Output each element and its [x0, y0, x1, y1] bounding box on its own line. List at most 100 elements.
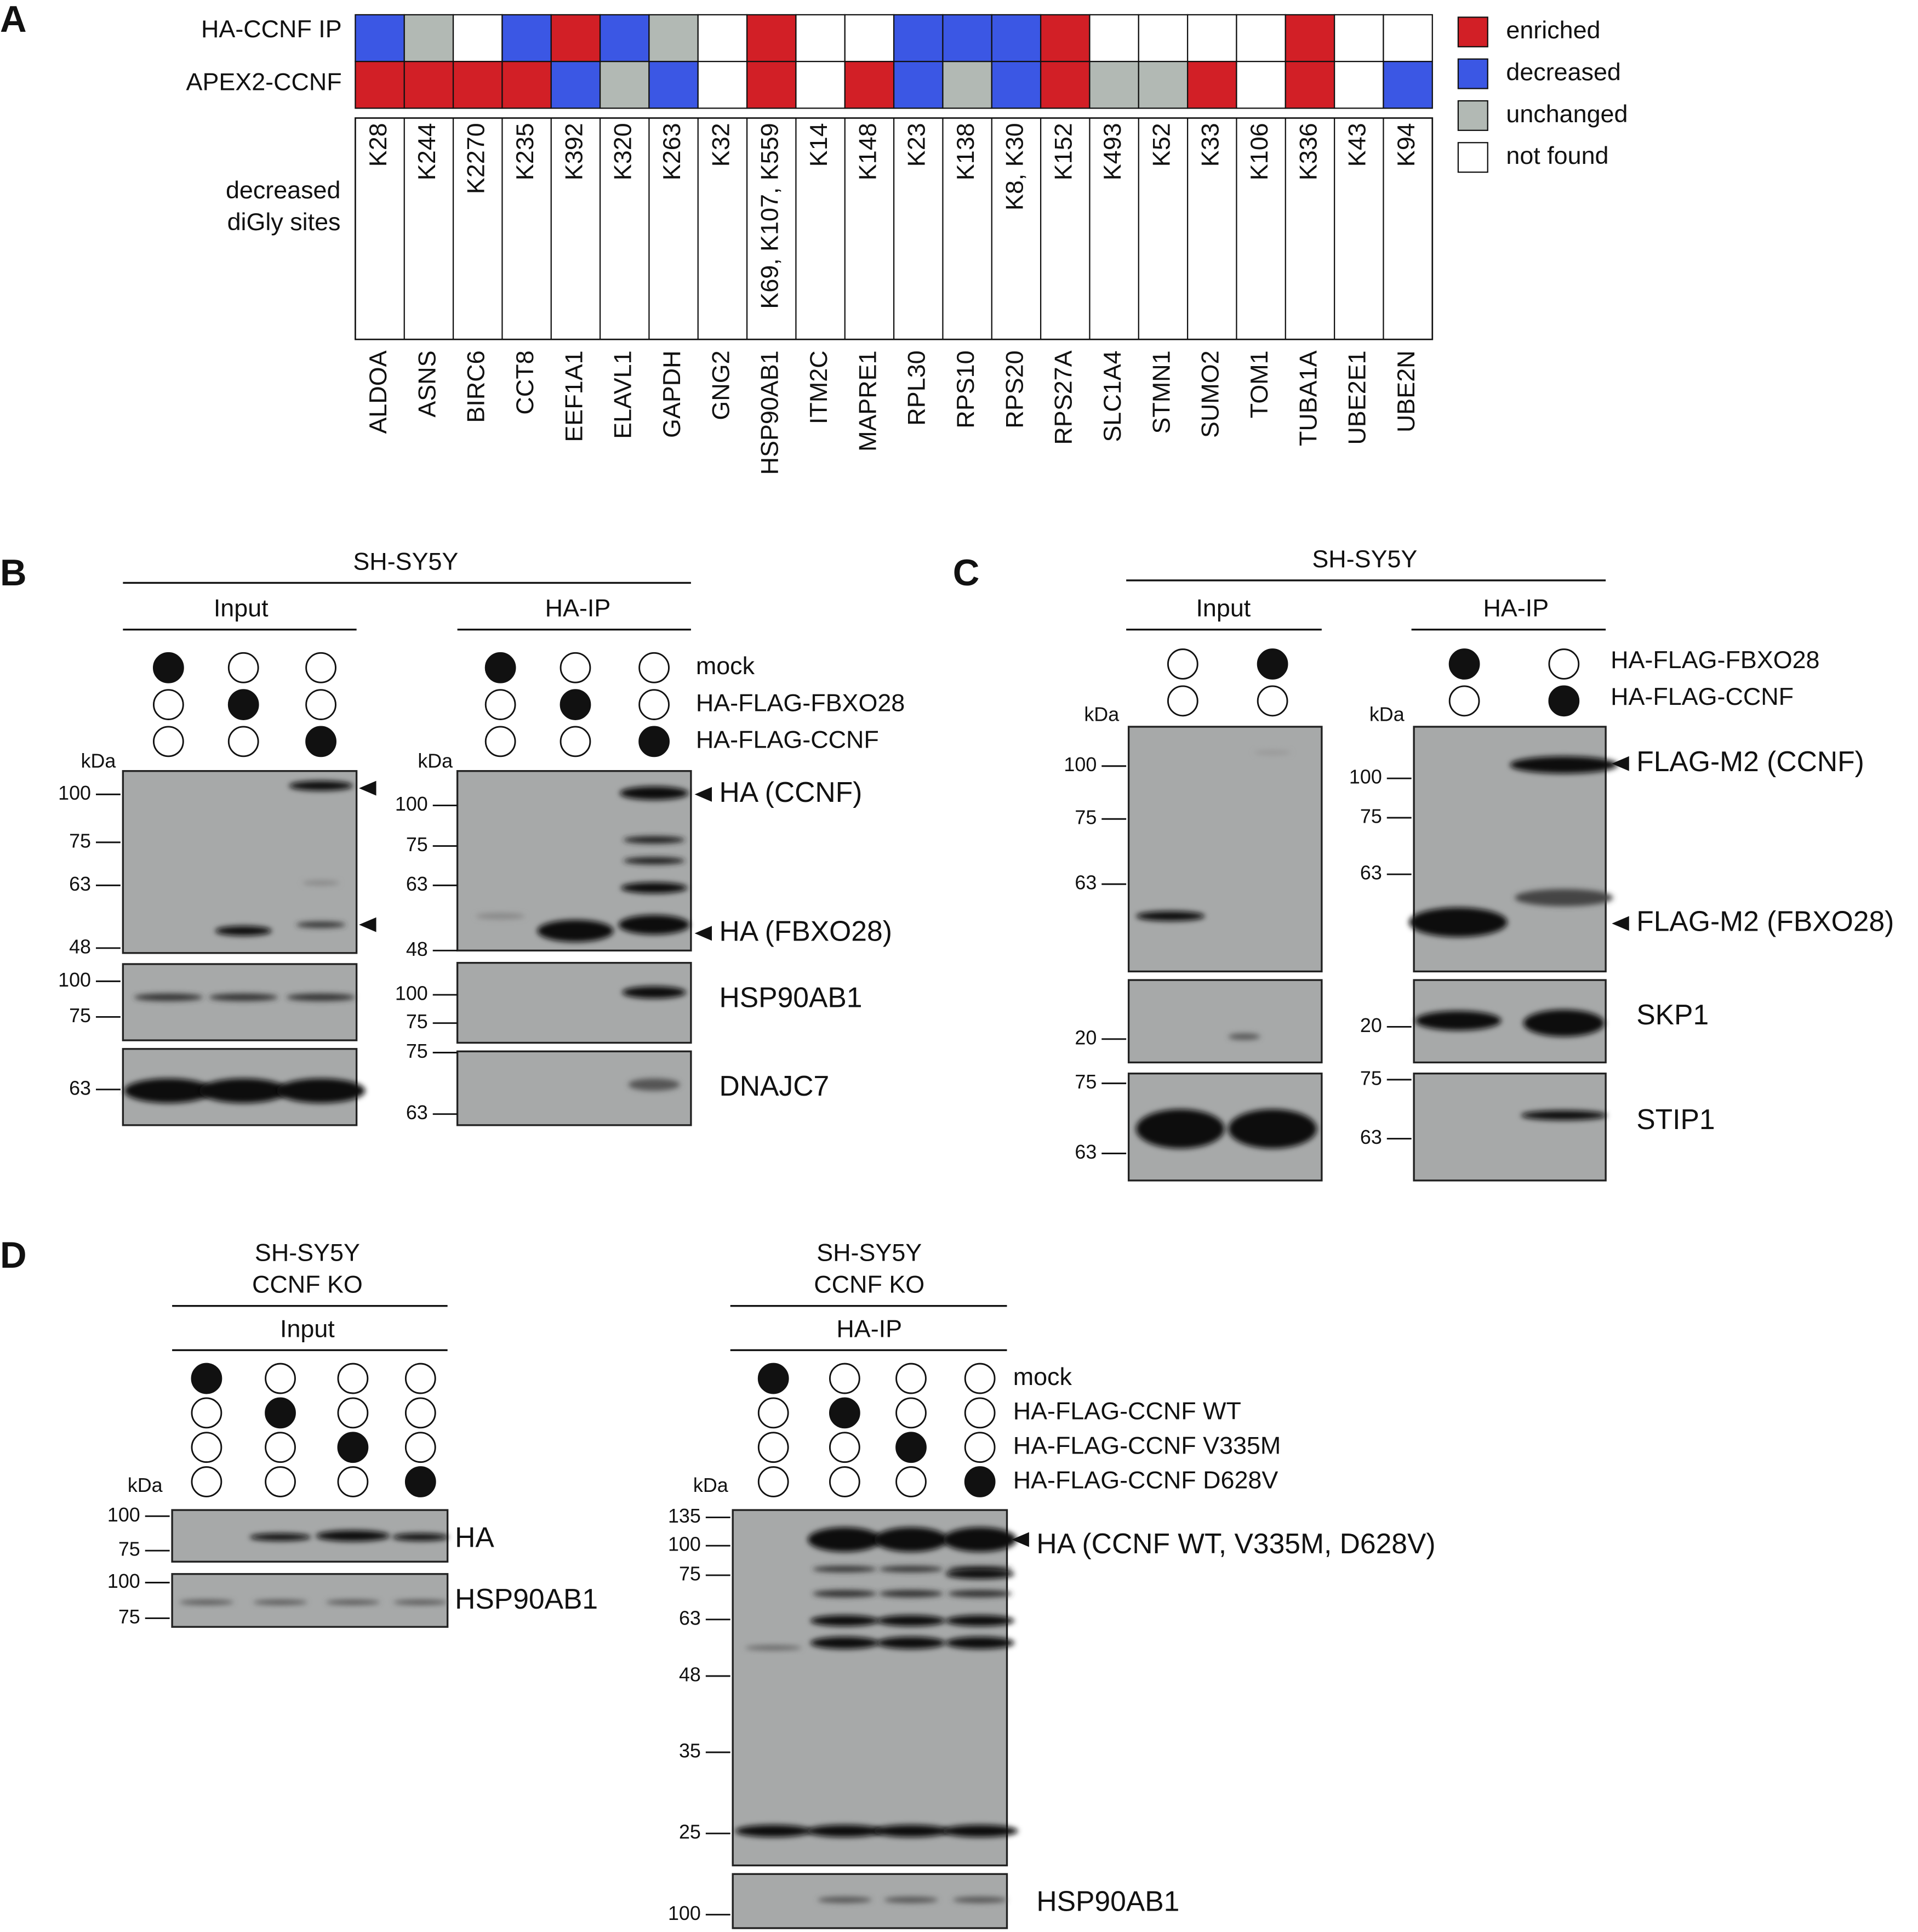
- heatmap-cell: [1040, 14, 1091, 62]
- band: [947, 1589, 1012, 1598]
- band: [215, 926, 272, 936]
- band: [618, 915, 690, 935]
- condition-dot: [895, 1432, 927, 1463]
- kda-marker: 75: [679, 1563, 701, 1585]
- protein-label: GAPDH: [658, 350, 686, 438]
- band: [813, 1589, 877, 1598]
- band: [296, 921, 346, 928]
- condition-label: HA-FLAG-CCNF V335M: [1013, 1432, 1281, 1460]
- condition-label: HA-FLAG-FBXO28: [696, 688, 905, 716]
- heatmap-cell: [893, 14, 944, 62]
- legend-label: unchanged: [1506, 100, 1628, 128]
- heatmap-cell: [355, 14, 405, 62]
- heatmap-cell: [1138, 14, 1189, 62]
- heatmap-cell: [795, 61, 846, 109]
- band: [808, 1527, 882, 1552]
- site-label: K336: [1294, 123, 1322, 180]
- band: [134, 993, 203, 1001]
- panel-label: D: [0, 1235, 27, 1276]
- condition-dot: [337, 1397, 369, 1429]
- protein-label: UBE2N: [1392, 350, 1420, 432]
- band: [209, 993, 278, 1001]
- heatmap-cell: [1089, 61, 1139, 109]
- heatmap-cell: [452, 61, 503, 109]
- condition-dot: [227, 689, 259, 720]
- kda-title: kDa: [128, 1474, 163, 1496]
- kda-marker: 20: [1360, 1015, 1382, 1036]
- band: [945, 1569, 1014, 1579]
- band: [1523, 1009, 1605, 1037]
- condition-dot: [829, 1363, 860, 1394]
- heatmap-cell: [648, 14, 699, 62]
- kda-marker: 75: [1360, 1067, 1382, 1089]
- condition-dot: [305, 652, 336, 683]
- condition-dot: [560, 726, 591, 757]
- band: [1415, 1011, 1502, 1031]
- heatmap-cell: [501, 61, 552, 109]
- band: [874, 1527, 948, 1552]
- site-label: K320: [609, 123, 637, 180]
- protein-label: HSP90AB1: [756, 350, 784, 475]
- condition-dot: [191, 1466, 222, 1497]
- site-label: K33: [1196, 123, 1224, 167]
- condition-label: HA-FLAG-CCNF D628V: [1013, 1466, 1278, 1494]
- heatmap-cell: [1138, 61, 1189, 109]
- blot-label: HSP90AB1: [455, 1583, 598, 1615]
- band: [1136, 911, 1205, 921]
- group-label: SH-SY5Y: [817, 1238, 922, 1266]
- arrowhead: [359, 780, 376, 796]
- site-title: diGly sites: [227, 208, 341, 236]
- band: [745, 1645, 802, 1650]
- legend-swatch: [1457, 16, 1488, 48]
- condition-dot: [337, 1466, 369, 1497]
- protein-label: TUBA1A: [1294, 350, 1322, 446]
- protein-label: TOM1: [1245, 350, 1273, 418]
- kda-marker: 100: [668, 1902, 701, 1924]
- heatmap-cell: [1089, 14, 1139, 62]
- condition-dot: [829, 1397, 860, 1429]
- arrowhead: [1612, 916, 1629, 931]
- site-label: K32: [706, 123, 734, 167]
- band: [884, 1896, 938, 1903]
- blot-label: DNAJC7: [720, 1070, 830, 1102]
- heatmap-cell: [1236, 61, 1286, 109]
- band: [289, 780, 353, 791]
- panel-label: C: [953, 552, 980, 594]
- kda-marker: 75: [1075, 1071, 1097, 1093]
- kda-marker: 63: [1075, 872, 1097, 894]
- blot-label: HA (CCNF): [720, 776, 863, 808]
- legend-label: not found: [1506, 141, 1608, 169]
- kda-marker: 75: [1075, 807, 1097, 829]
- heatmap-cell: [1186, 61, 1237, 109]
- band: [1521, 1110, 1607, 1120]
- kda-marker: 63: [679, 1607, 701, 1629]
- condition-dot: [638, 689, 670, 720]
- kda-marker: 100: [1064, 754, 1097, 776]
- kda-title: kDa: [418, 750, 453, 772]
- group-label: HA-IP: [545, 594, 611, 622]
- band: [943, 1527, 1017, 1552]
- heatmap-cell: [795, 14, 846, 62]
- condition-dot: [191, 1363, 222, 1394]
- condition-dot: [227, 652, 259, 683]
- band: [476, 913, 526, 920]
- band: [945, 1637, 1014, 1649]
- condition-dot: [964, 1466, 996, 1497]
- blot: [1127, 979, 1323, 1064]
- heatmap-cell: [1285, 14, 1335, 62]
- condition-dot: [638, 652, 670, 683]
- kda-marker: 100: [107, 1570, 140, 1592]
- blot-label: HA (CCNF WT, V335M, D628V): [1036, 1528, 1435, 1559]
- blot: [1127, 726, 1323, 973]
- heatmap-cell: [746, 14, 797, 62]
- blot-label: HA (FBXO28): [720, 915, 892, 947]
- panel-label: A: [0, 0, 27, 40]
- kda-marker: 20: [1075, 1027, 1097, 1048]
- condition-dot: [305, 726, 336, 757]
- band: [286, 993, 356, 1001]
- band: [1510, 756, 1618, 774]
- band: [619, 786, 689, 800]
- blot: [732, 1509, 1008, 1867]
- panel-label: B: [0, 552, 27, 594]
- site-label: K23: [903, 123, 931, 167]
